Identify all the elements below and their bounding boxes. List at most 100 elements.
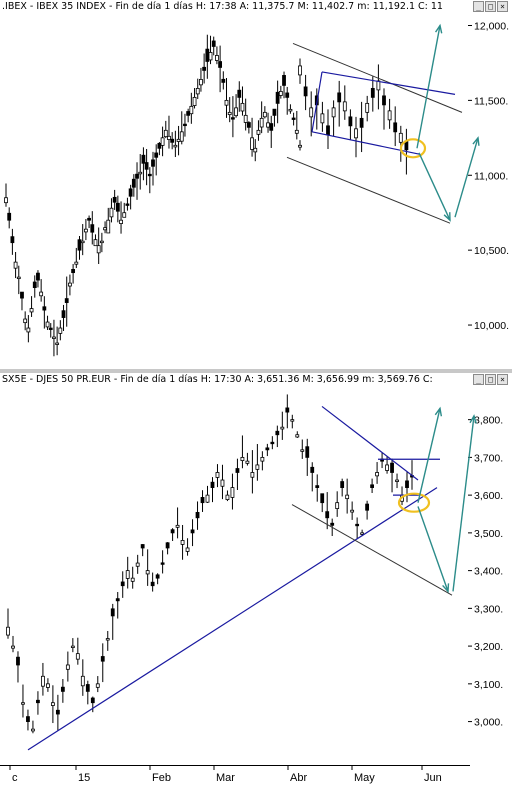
ibex-price-candle: [285, 92, 290, 98]
sx5e-price-candle: [395, 479, 399, 482]
sx5e-price-candle: [300, 449, 305, 452]
sx5e-price-candle: [335, 502, 340, 509]
sx5e-price-candle: [295, 434, 300, 438]
sx5e-price-candle: [190, 529, 195, 534]
sx5e-price-candle: [330, 522, 335, 526]
ibex-price-candle: [359, 117, 364, 128]
ibex-arrow-up: [416, 25, 441, 149]
sx5e-y-tick-label: 3,600.: [474, 490, 503, 502]
ibex-price-candle: [29, 308, 34, 313]
ibex-price-candle: [298, 65, 302, 76]
date-tick-label: Abr: [290, 772, 307, 784]
sx5e-arrow-down-head: [442, 583, 450, 594]
ibex-price-candle: [282, 75, 286, 86]
ibex-price-candle: [215, 55, 219, 61]
ibex-price-candle: [291, 117, 296, 120]
sx5e-price-candle: [185, 547, 190, 552]
sx5e-minimize-button[interactable]: _: [473, 374, 484, 385]
ibex-arrow-down-head: [443, 212, 451, 222]
sx5e-price-candle: [225, 494, 230, 501]
sx5e-arrow-up-head: [434, 406, 443, 417]
sx5e-lower-channel-line: [291, 504, 453, 596]
sx5e-price-candle: [250, 472, 255, 478]
ibex-price-candle: [36, 272, 40, 281]
ibex-price-candle: [119, 219, 123, 224]
ibex-price-candle: [176, 138, 181, 142]
ibex-price-candle: [13, 261, 18, 269]
ibex-price-candle: [234, 107, 238, 117]
ibex-price-candle: [331, 107, 336, 118]
ibex-maximize-button[interactable]: □: [485, 1, 496, 12]
ibex-price-candle: [10, 236, 15, 244]
date-tick-label: Mar: [216, 772, 235, 784]
sx5e-price-candle: [255, 464, 260, 470]
ibex-price-candle: [309, 107, 314, 118]
ibex-price-candle: [208, 52, 213, 61]
sx5e-maximize-button[interactable]: □: [485, 374, 496, 385]
sx5e-close-button[interactable]: ×: [497, 374, 508, 385]
ibex-y-tick-label: 11,500.: [474, 95, 508, 107]
ibex-close-button[interactable]: ×: [497, 1, 508, 12]
sx5e-price-candle: [210, 481, 215, 488]
ibex-price-candle: [90, 224, 95, 233]
ibex-price-candle: [243, 114, 248, 123]
ibex-price-candle: [112, 196, 117, 203]
sx5e-price-candle: [65, 664, 70, 670]
ibex-price-candle: [144, 162, 149, 170]
sx5e-price-candle: [100, 656, 105, 662]
ibex-price-candle: [58, 327, 63, 334]
ibex-price-candle: [83, 228, 88, 233]
sx5e-price-candle: [305, 446, 310, 458]
ibex-arrow-rebound-head: [472, 136, 480, 146]
sx5e-chart-svg: 3,800. 3,700. 3,600. 3,500. 3,400. 3,300. 3,20…: [6, 394, 503, 751]
ibex-price-candle: [7, 212, 12, 221]
ibex-price-candle: [387, 110, 392, 121]
sx5e-price-candle: [75, 653, 80, 660]
sx5e-price-candle: [195, 511, 200, 519]
ibex-price-candle: [230, 117, 235, 120]
sx5e-price-candle: [220, 479, 225, 487]
ibex-arrow-rebound: [454, 137, 479, 218]
sx5e-price-candle: [26, 716, 30, 722]
sx5e-price-candle: [260, 456, 265, 462]
ibex-price-candle: [326, 125, 330, 136]
ibex-price-candle: [348, 116, 353, 127]
ibex-price-candle: [115, 202, 120, 212]
date-tick-label: 15: [78, 772, 90, 784]
ibex-price-candle: [221, 78, 226, 83]
sx5e-arrow-rebound: [452, 415, 475, 592]
sx5e-price-candle: [175, 524, 180, 528]
ibex-price-candle: [154, 152, 159, 158]
date-axis: c 15 Feb Mar Abr May Jun: [0, 765, 470, 784]
sx5e-price-candle: [340, 481, 345, 488]
ibex-price-candle: [275, 91, 280, 104]
sx5e-price-candle: [95, 683, 100, 688]
ibex-chart-title: .IBEX - IBEX 35 INDEX - Fin de día 1 día…: [2, 1, 443, 12]
ibex-price-candle: [303, 86, 308, 97]
sx5e-price-candle: [285, 407, 290, 413]
ibex-y-tick-label: 11,000.: [474, 170, 508, 182]
ibex-price-candle: [45, 321, 50, 328]
sx5e-price-candle: [130, 577, 135, 582]
ibex-price-candle: [48, 327, 53, 330]
ibex-price-candle: [199, 79, 203, 86]
ibex-price-candle: [259, 117, 264, 128]
ibex-price-candle: [141, 154, 146, 164]
sx5e-price-candle: [115, 598, 120, 602]
sx5e-price-candle: [140, 544, 145, 549]
ibex-y-tick-label: 12,000.: [474, 20, 509, 32]
ibex-price-candle: [68, 282, 72, 287]
ibex-price-candle: [337, 92, 342, 103]
ibex-price-candle: [294, 129, 299, 134]
ibex-chart-header: .IBEX - IBEX 35 INDEX - Fin de día 1 día…: [0, 0, 472, 14]
date-tick-label: c: [12, 772, 18, 784]
ibex-price-candle: [205, 48, 210, 62]
ibex-minimize-button[interactable]: _: [473, 1, 484, 12]
sx5e-price-candle: [105, 638, 110, 641]
sx5e-price-candle: [385, 464, 389, 471]
sx5e-y-tick-label: 3,100.: [474, 679, 503, 691]
ibex-highlight-circle: [399, 138, 427, 159]
ibex-arrow-down: [418, 152, 451, 221]
date-tick-label: May: [354, 772, 375, 784]
sx5e-price-candle: [110, 608, 115, 617]
